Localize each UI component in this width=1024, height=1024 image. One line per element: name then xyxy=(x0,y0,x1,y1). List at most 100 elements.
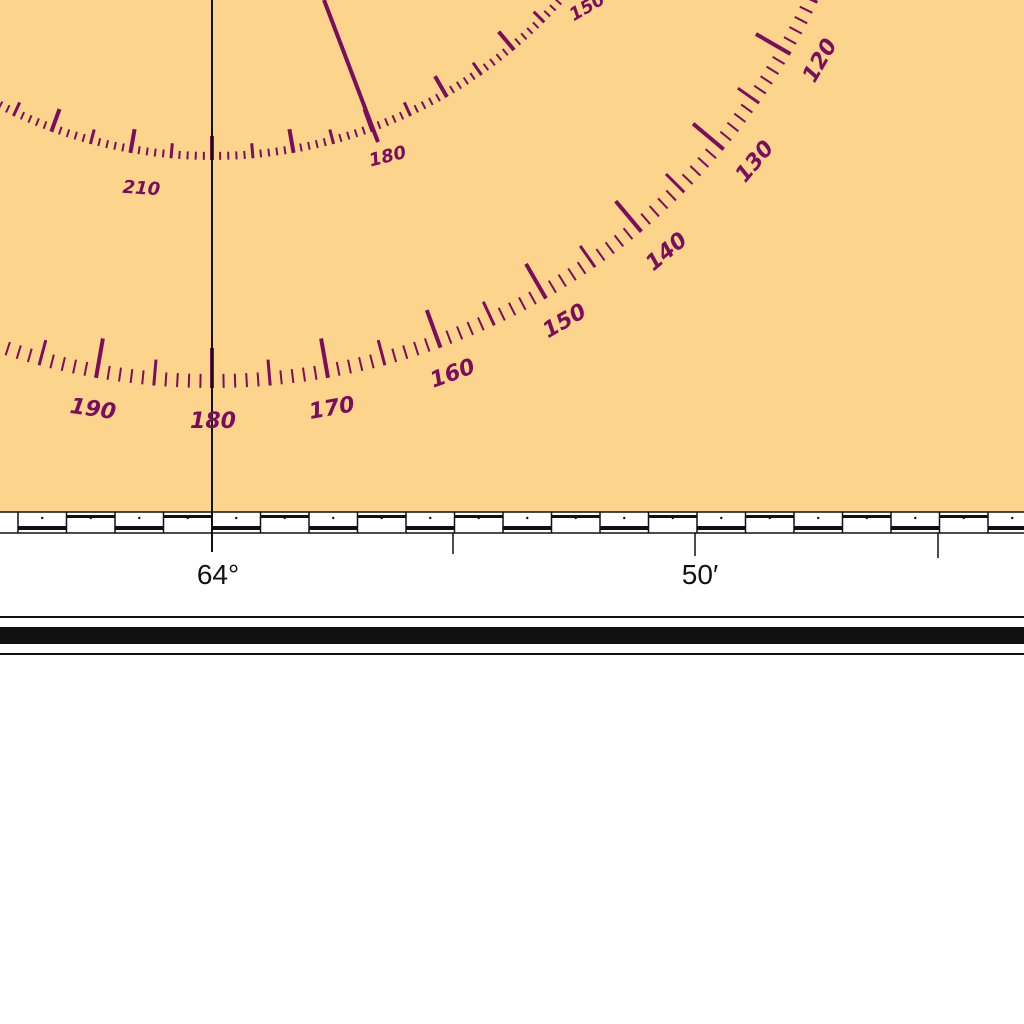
border-segment-bar xyxy=(309,526,358,530)
border-segment-dot xyxy=(768,516,771,520)
outer-rose-tick-123 xyxy=(759,75,773,85)
border-segment-bar xyxy=(18,526,67,530)
border-segment-dot xyxy=(186,516,189,520)
outer-rose-tick-145 xyxy=(578,245,597,269)
border-segment-dot xyxy=(429,516,432,520)
inner-rose-tick-206 xyxy=(161,149,165,158)
inner-rose-tick-223 xyxy=(27,114,33,123)
outer-rose-tick-115 xyxy=(808,0,819,4)
outer-rose-tick-125 xyxy=(737,86,761,105)
border-segment-bar xyxy=(260,515,309,518)
border-segment-bar xyxy=(357,515,406,518)
inner-rose-tick-215 xyxy=(88,129,96,145)
outer-rose-tick-136 xyxy=(665,189,677,202)
inner-rose-tick-196 xyxy=(243,150,246,159)
inner-rose-tick-177 xyxy=(391,114,397,123)
outer-rose-tick-116 xyxy=(799,5,813,14)
inner-rose-tick-195 xyxy=(250,143,255,159)
inner-rose-tick-213 xyxy=(105,139,110,149)
border-segment-dot xyxy=(623,516,626,520)
inner-rose-needle xyxy=(322,0,380,143)
inner-rose-tick-174 xyxy=(413,104,419,113)
outer-rose-tick-137 xyxy=(657,197,669,210)
border-segment-dot xyxy=(41,516,44,520)
inner-rose-tick-227 xyxy=(0,101,4,109)
outer-rose-tick-152 xyxy=(518,296,527,311)
inner-rose-tick-192 xyxy=(275,147,279,156)
border-segment-bar xyxy=(939,515,988,518)
outer-rose-tick-195 xyxy=(37,339,48,366)
outer-rose-tick-149 xyxy=(547,280,557,294)
inner-rose-tick-193 xyxy=(267,148,271,157)
outer-rose-tick-129 xyxy=(719,130,732,142)
inner-rose-tick-172 xyxy=(428,97,434,106)
outer-rose-tick-140 xyxy=(614,199,643,233)
outer-rose-tick-194 xyxy=(49,354,55,369)
border-segment-bar xyxy=(66,515,115,518)
outer-rose-tick-166 xyxy=(369,354,375,369)
inner-rose-tick-190 xyxy=(287,128,296,154)
inner-rose-tick-218 xyxy=(65,129,71,138)
inner-rose-tick-191 xyxy=(283,146,287,155)
outer-rose-tick-150 xyxy=(524,262,548,300)
outer-rose-tick-185 xyxy=(152,359,158,386)
outer-rose-tick-120 xyxy=(754,32,792,56)
outer-rose-tick-176 xyxy=(256,372,260,387)
outer-rose-tick-121 xyxy=(772,55,786,65)
outer-rose-tick-158 xyxy=(456,326,464,340)
outer-rose-tick-157 xyxy=(466,321,474,336)
outer-rose-tick-147 xyxy=(567,267,577,281)
outer-rose-tick-173 xyxy=(290,368,295,384)
inner-rose-tick-156 xyxy=(532,21,540,29)
outer-rose-tick-135 xyxy=(664,172,686,194)
border-segment-bar xyxy=(212,526,261,530)
outer-rose-tick-138 xyxy=(648,205,660,218)
inner-rose-tick-164 xyxy=(482,63,490,71)
outer-rose-tick-178 xyxy=(233,373,237,388)
inner-rose-tick-176 xyxy=(398,111,405,120)
border-segment-dot xyxy=(914,516,917,520)
inner-rose-tick-219 xyxy=(58,126,63,135)
inner-rose-tick-186 xyxy=(322,138,327,147)
outer-rose-tick-144 xyxy=(595,248,606,261)
outer-rose-tick-186 xyxy=(141,370,145,385)
inner-rose-tick-212 xyxy=(113,141,117,150)
outer-rose-tick-175 xyxy=(266,359,272,386)
border-segment-dot xyxy=(720,516,723,520)
inner-rose-tick-160 xyxy=(497,30,516,52)
border-segment-bar xyxy=(988,526,1024,530)
border-segment-bar xyxy=(503,526,552,530)
outer-rose-tick-172 xyxy=(302,367,306,382)
border-segment-dot xyxy=(817,516,820,520)
outer-rose-tick-162 xyxy=(413,341,420,356)
outer-rose-tick-188 xyxy=(118,367,122,382)
inner-rose-tick-181 xyxy=(361,126,366,135)
inner-rose-tick-154 xyxy=(543,10,551,18)
inner-rose-tick-182 xyxy=(353,129,359,138)
outer-rose-tick-183 xyxy=(176,373,179,388)
longitude-label-50: 50′ xyxy=(682,559,718,590)
inner-rose-tick-152 xyxy=(554,0,562,6)
outer-rose-tick-142 xyxy=(613,234,625,248)
border-segment-bar xyxy=(697,526,746,530)
outer-rose-tick-139 xyxy=(640,212,651,225)
outer-rose-tick-146 xyxy=(576,261,587,275)
inner-rose-tick-224 xyxy=(19,111,26,120)
outer-rose-tick-168 xyxy=(347,359,352,374)
inner-rose-label-210: 210 xyxy=(122,177,161,201)
inner-rose-tick-179 xyxy=(376,120,382,130)
inner-rose-tick-169 xyxy=(449,85,455,94)
outer-rose-tick-159 xyxy=(445,330,453,344)
outer-rose-tick-154 xyxy=(497,307,506,321)
border-segment-dot xyxy=(332,516,335,520)
inner-rose-tick-211 xyxy=(121,143,125,152)
border-segment-dot xyxy=(526,516,529,520)
border-segment-dot xyxy=(962,516,965,520)
inner-rose-tick-205 xyxy=(169,143,174,159)
outer-rose-tick-117 xyxy=(794,16,808,25)
inner-rose-tick-159 xyxy=(514,38,522,46)
border-segment-dot xyxy=(283,516,286,520)
inner-rose-tick-162 xyxy=(495,53,503,62)
border-segment-dot xyxy=(477,516,480,520)
